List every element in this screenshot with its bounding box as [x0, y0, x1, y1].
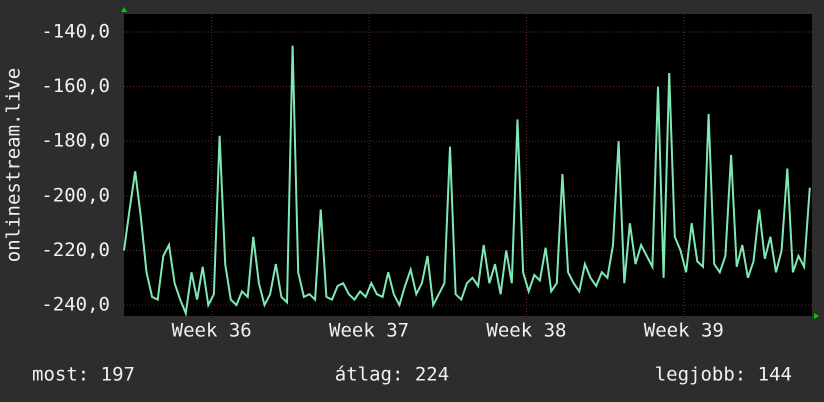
axis-arrow — [121, 7, 127, 12]
stat-label: most: 197 — [32, 364, 135, 386]
x-tick-label: Week 37 — [329, 320, 409, 342]
stat-label: átlag: 224 — [335, 364, 449, 386]
axis-arrow — [814, 313, 819, 319]
series-line — [123, 45, 811, 318]
plot-area — [124, 14, 812, 316]
y-tick-label: -160,0 — [41, 75, 110, 97]
stat-label: legjobb: 144 — [655, 364, 792, 386]
y-tick-label: -220,0 — [41, 239, 110, 261]
y-tick-label: -180,0 — [41, 130, 110, 152]
y-tick-label: -140,0 — [41, 21, 110, 43]
x-tick-label: Week 38 — [486, 320, 566, 342]
y-axis-label: onlinestream.live — [3, 68, 25, 262]
y-tick-label: -240,0 — [41, 294, 110, 316]
y-tick-label: -200,0 — [41, 184, 110, 206]
x-tick-label: Week 39 — [644, 320, 724, 342]
x-tick-label: Week 36 — [172, 320, 252, 342]
